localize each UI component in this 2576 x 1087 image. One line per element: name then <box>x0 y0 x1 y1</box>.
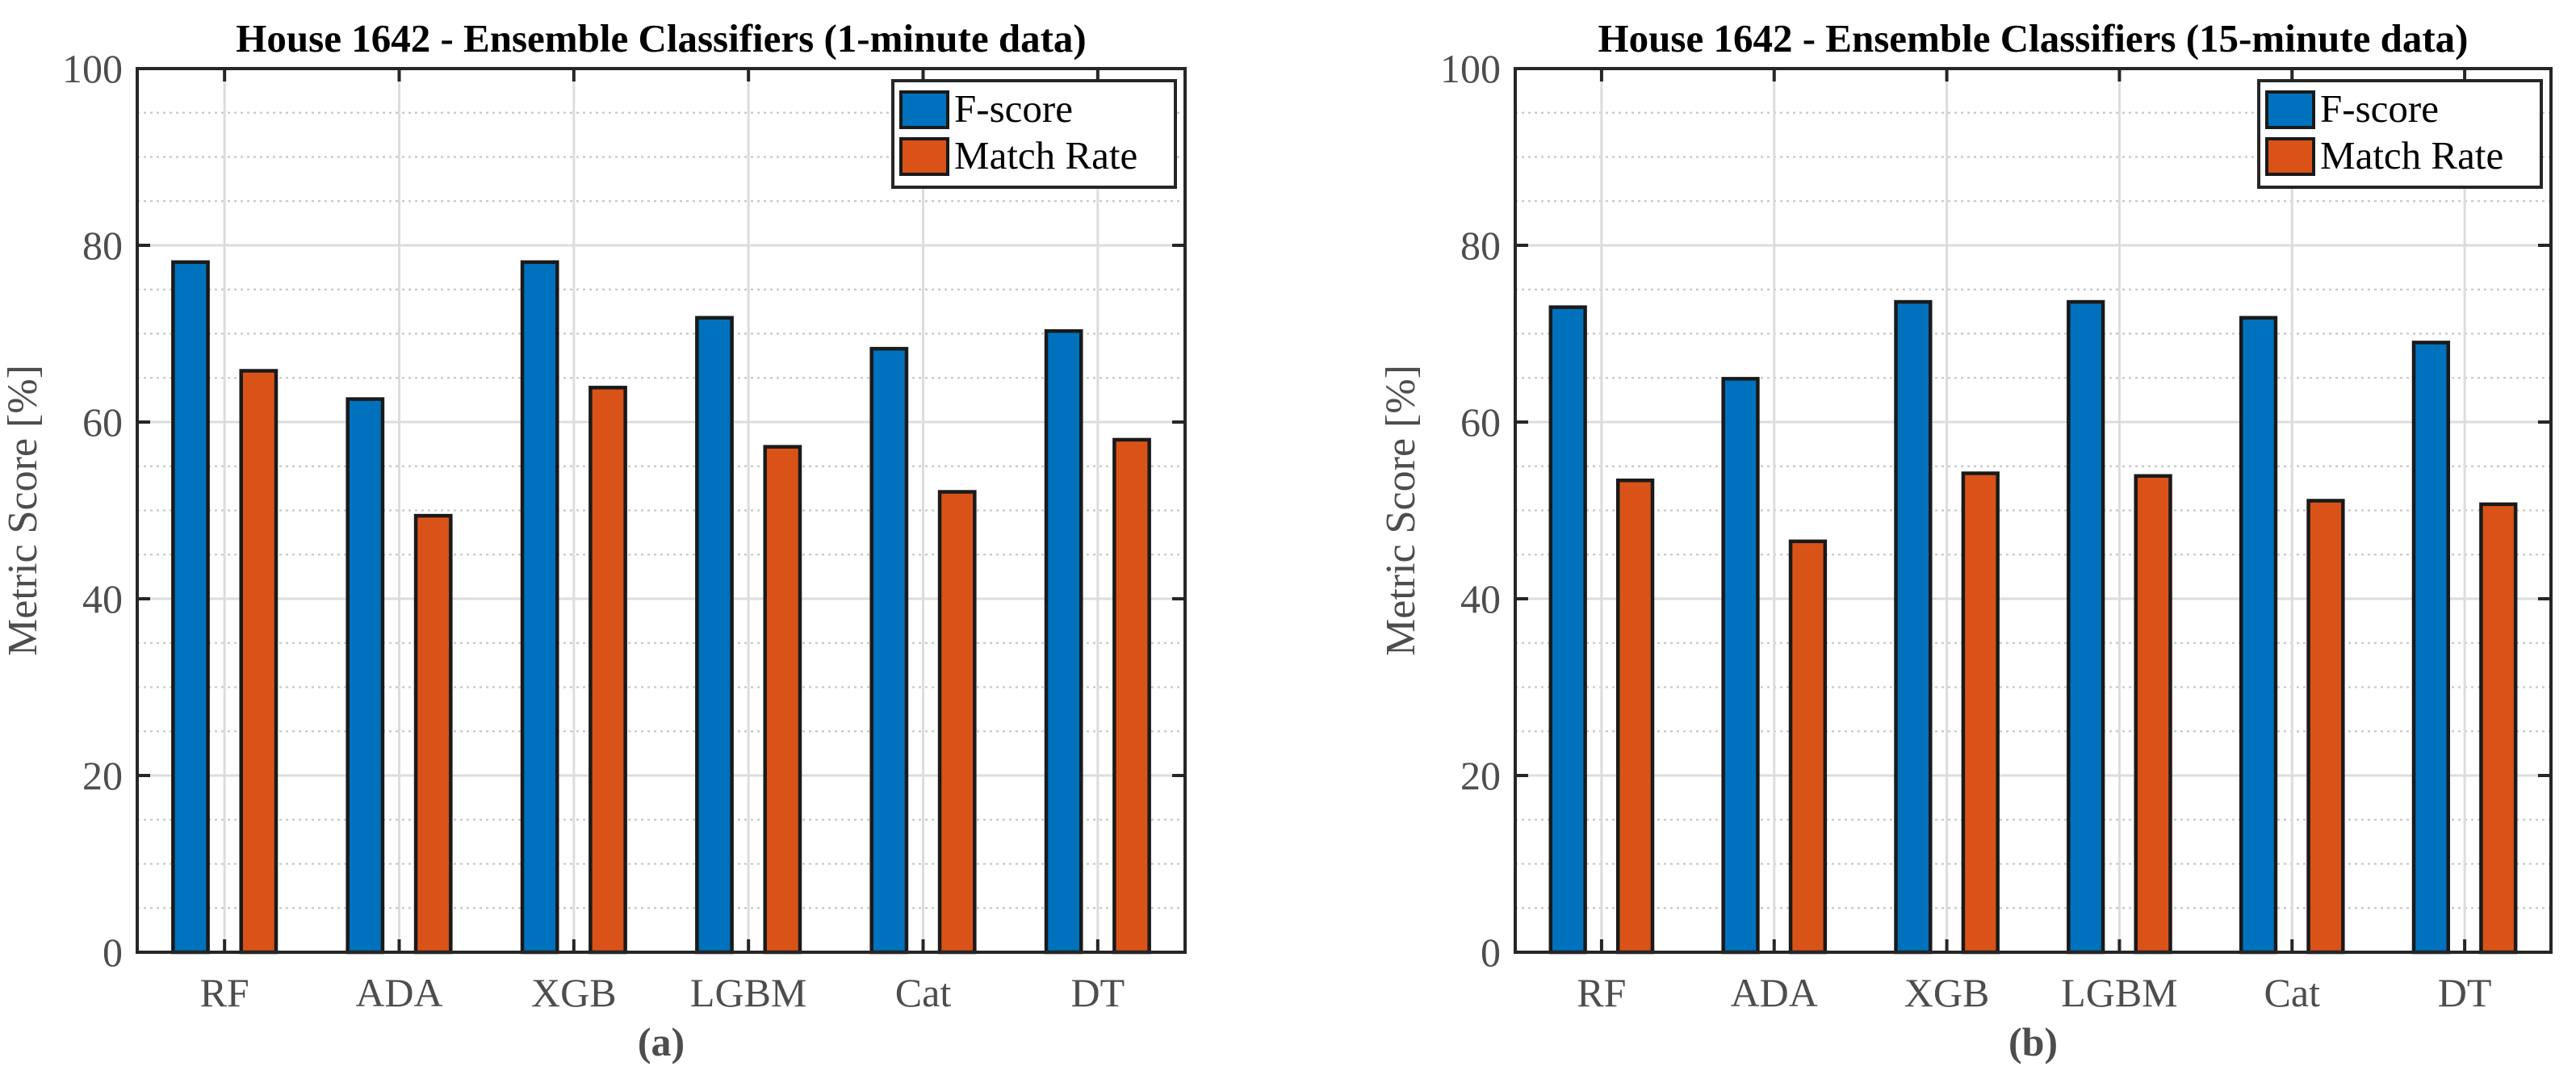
y-tick-label: 100 <box>1440 46 1501 91</box>
bar-match-rate-xgb <box>589 386 627 955</box>
x-tick-label: DT <box>2438 970 2492 1015</box>
bar-fscore-ada <box>346 397 385 955</box>
bar-match-rate-rf <box>239 369 279 955</box>
y-tick-label: 20 <box>1460 753 1501 798</box>
bar-fscore-xgb <box>520 260 559 955</box>
bar-fscore-dt <box>2411 341 2451 955</box>
panel-caption: (b) <box>2008 1019 2058 1064</box>
chart-title: House 1642 - Ensemble Classifiers (15-mi… <box>1598 16 2469 61</box>
bar-fscore-cat <box>2239 316 2278 955</box>
x-tick-label: ADA <box>355 970 442 1015</box>
y-tick-label: 0 <box>1481 930 1501 975</box>
legend-swatch-fscore <box>899 90 949 129</box>
bar-match-rate-ada <box>1788 539 1828 955</box>
y-tick-label: 40 <box>1460 576 1501 621</box>
bar-match-rate-xgb <box>1961 471 2000 955</box>
bar-match-rate-lgbm <box>763 445 802 955</box>
bar-fscore-lgbm <box>695 316 734 955</box>
bar-fscore-ada <box>1721 377 1760 955</box>
y-tick-label: 40 <box>82 576 123 621</box>
y-axis-label: Metric Score [%] <box>0 365 46 656</box>
y-tick-label: 60 <box>82 399 123 445</box>
chart-panel-b: 0 20 40 60 80 100 RF ADA XGB LGBM Cat DT Metric Scor… <box>1378 16 2553 1064</box>
x-tick-label: RF <box>200 970 249 1015</box>
bar-match-rate-dt <box>2479 502 2518 955</box>
bar-fscore-dt <box>1044 328 1083 955</box>
legend-swatch-match-rate <box>899 137 949 176</box>
x-tick-label: ADA <box>1731 970 1818 1015</box>
axes-frame <box>136 67 1187 954</box>
legend-label-fscore: F-score <box>2320 86 2439 131</box>
bar-match-rate-rf <box>1615 479 1655 955</box>
chart-title: House 1642 - Ensemble Classifiers (1-min… <box>236 16 1086 61</box>
x-tick-label: XGB <box>1904 970 1990 1015</box>
bar-fscore-xgb <box>1894 299 1933 955</box>
x-tick-label: Cat <box>895 970 952 1015</box>
bar-fscore-rf <box>171 260 210 955</box>
axes-frame <box>1514 67 2553 954</box>
y-tick-label: 20 <box>82 753 123 798</box>
legend-swatch-match-rate <box>2265 137 2315 176</box>
y-tick-label: 80 <box>82 223 123 268</box>
chart-panel-a: 0 20 40 60 80 100 RF ADA XGB LGBM Cat DT Metric Scor… <box>0 16 1187 1064</box>
x-tick-label: DT <box>1071 970 1125 1015</box>
y-tick-label: 80 <box>1460 223 1501 268</box>
y-tick-label: 0 <box>103 930 123 975</box>
bar-match-rate-lgbm <box>2134 474 2172 955</box>
x-tick-label: LGBM <box>690 970 806 1015</box>
x-tick-label: RF <box>1577 970 1626 1015</box>
x-tick-label: LGBM <box>2061 970 2177 1015</box>
legend-label-match-rate: Match Rate <box>2320 133 2503 178</box>
x-tick-label: Cat <box>2264 970 2321 1015</box>
legend-label-match-rate: Match Rate <box>954 133 1137 178</box>
x-tick-label: XGB <box>531 970 617 1015</box>
bar-fscore-lgbm <box>2067 299 2105 955</box>
y-tick-label: 100 <box>62 46 123 91</box>
y-axis-label: Metric Score [%] <box>1378 365 1424 656</box>
bar-fscore-cat <box>869 346 909 955</box>
panel-caption: (a) <box>638 1019 685 1064</box>
y-tick-label: 60 <box>1460 399 1501 445</box>
bar-match-rate-ada <box>413 513 453 955</box>
legend-swatch-fscore <box>2265 90 2315 129</box>
legend-label-fscore: F-score <box>954 86 1073 131</box>
bar-match-rate-cat <box>937 490 977 955</box>
bar-match-rate-dt <box>1112 437 1151 955</box>
bar-fscore-rf <box>1548 305 1587 955</box>
bar-match-rate-cat <box>2306 499 2345 955</box>
